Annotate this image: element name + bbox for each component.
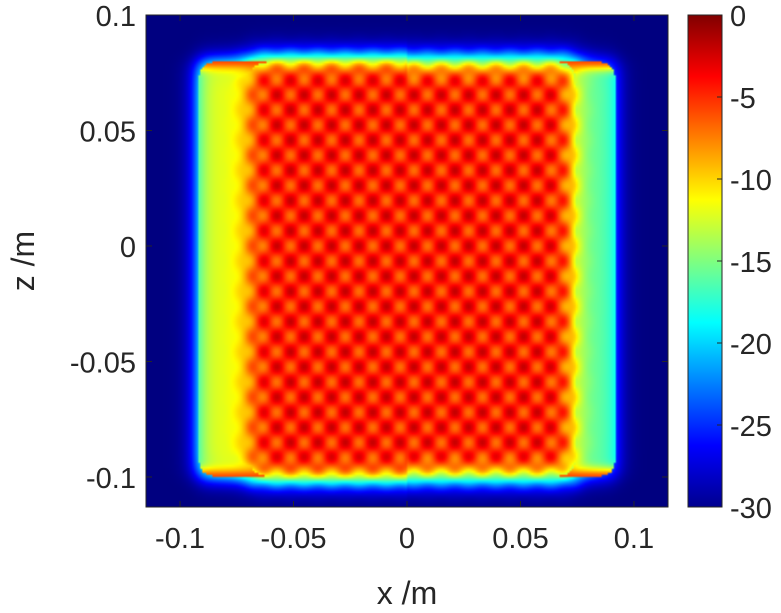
y-tick-label: -0.1 [86, 463, 136, 495]
y-tick-label: 0.1 [96, 1, 136, 33]
y-axis-label: z /m [5, 231, 41, 291]
x-tick-label: -0.1 [155, 523, 205, 555]
heatmap-image [146, 15, 668, 507]
plot-area [145, 14, 669, 508]
colorbar-tick-label: 0 [730, 1, 746, 33]
colorbar-tick-label: -20 [730, 329, 772, 361]
y-tick-label: -0.05 [70, 347, 136, 379]
colorbar-ticks: 0 -5 -10 -15 -20 -25 -30 [717, 1, 772, 525]
x-tick-label: -0.05 [260, 523, 326, 555]
x-tick-label: 0.1 [614, 523, 654, 555]
colorbar: 0 -5 -10 -15 -20 -25 -30 [687, 1, 772, 525]
colorbar-tick-label: -10 [730, 165, 772, 197]
colorbar-tick-label: -15 [730, 247, 772, 279]
colorbar-tick-label: -25 [730, 411, 772, 443]
y-tick-label: 0 [120, 232, 136, 264]
x-axis-label: x /m [377, 575, 437, 611]
x-tick-label: 0 [399, 523, 415, 555]
y-axis: 0.1 0.05 0 -0.05 -0.1 [70, 1, 668, 495]
colorbar-tick-label: -5 [730, 83, 756, 115]
x-tick-label: 0.05 [492, 523, 548, 555]
colorbar-tick-label: -30 [730, 493, 772, 525]
x-axis: -0.1 -0.05 0 0.05 0.1 [155, 15, 654, 555]
colorbar-gradient [688, 15, 722, 507]
y-tick-label: 0.05 [80, 116, 136, 148]
